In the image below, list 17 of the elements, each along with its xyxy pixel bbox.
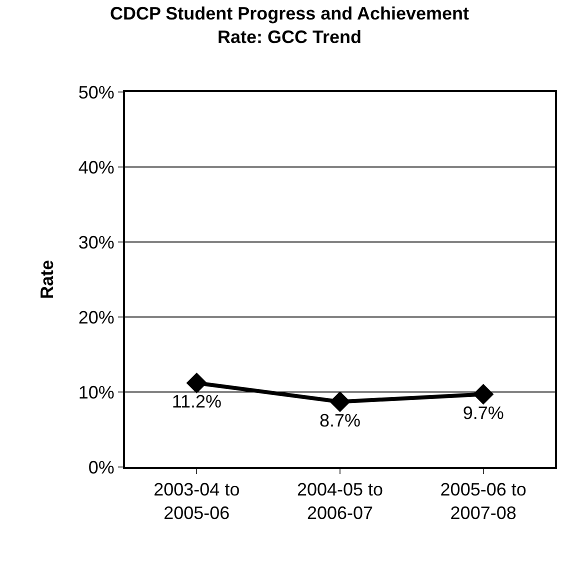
x-tick-label: 2003-04 to 2005-06: [154, 480, 240, 523]
y-tick-label: 0%: [88, 457, 114, 478]
y-tick-label: 40%: [78, 157, 114, 178]
point: [186, 372, 208, 394]
y-tick-label: 10%: [78, 382, 114, 402]
point: [330, 391, 350, 412]
chart-title: CDCP Student Progress and Achievement Rate: GCC Trend: [110, 4, 470, 48]
data-label: 9.7%: [462, 402, 504, 423]
point: [472, 384, 494, 405]
data-label: 8.7%: [319, 410, 361, 430]
x-tick-label: 2004-05 to 2006-07: [296, 480, 384, 523]
y-tick-label: 20%: [78, 307, 114, 328]
y-tick-label: 50%: [78, 82, 114, 102]
y-tick-label: 30%: [78, 232, 114, 252]
y-axis-title: Rate: [37, 260, 58, 300]
x-tick-label: 2005-06 to 2007-08: [440, 480, 526, 523]
data-label: 11.2%: [172, 392, 222, 412]
